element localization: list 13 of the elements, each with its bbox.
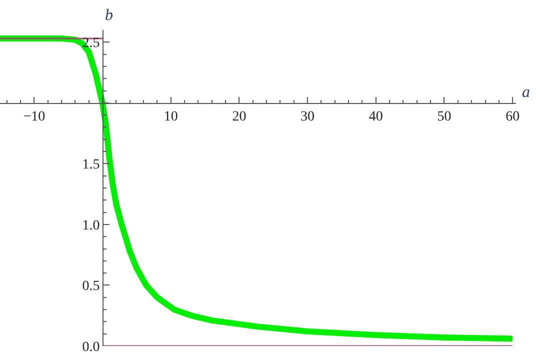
x-tick-label: 40 — [368, 110, 383, 125]
x-tick-label: −10 — [23, 110, 46, 125]
x-tick-label: 20 — [232, 110, 246, 125]
x-tick-label: 50 — [437, 110, 452, 125]
y-tick-label: 1.5 — [82, 158, 100, 173]
y-tick-label: 0.0 — [82, 340, 100, 355]
x-axis-title: a — [522, 84, 530, 101]
y-tick-label: 1.0 — [82, 218, 100, 234]
y-tick-label: 0.5 — [82, 279, 100, 294]
x-tick-label: 10 — [164, 110, 178, 125]
y-axis-title: b — [105, 7, 113, 24]
x-tick-label: 60 — [506, 110, 520, 125]
x-tick-label: 30 — [300, 110, 315, 125]
